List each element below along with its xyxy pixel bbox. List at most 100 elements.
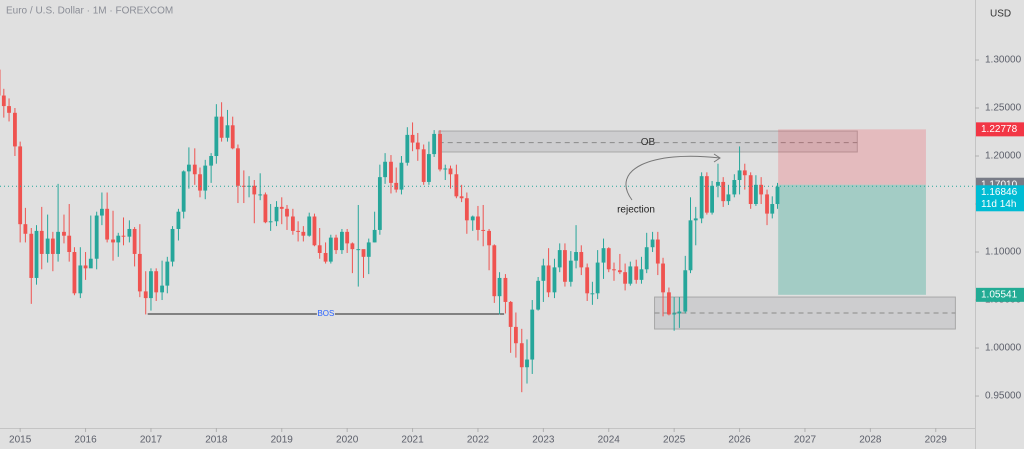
candle-body [487,230,491,246]
candle-body [214,116,219,157]
candle-body [470,216,475,221]
candle-body [301,231,306,236]
candle-body [143,291,148,299]
candle-body [677,311,682,314]
candle-body [606,248,611,270]
candle-body [650,239,655,248]
rejection-label: rejection [617,205,655,216]
x-tick-label: 2027 [794,435,817,446]
candle-body [438,133,442,170]
candle-body [279,206,284,209]
candle-body [13,112,17,147]
candle-body [328,237,333,262]
candle-body [323,252,328,262]
candle-body [579,252,584,268]
last-price-bg [976,185,1024,212]
y-tick-label: 1.20000 [985,151,1022,162]
candle-body [1,95,6,107]
x-tick-label: 2023 [532,435,555,446]
candle-body [383,161,387,178]
x-tick-label: 2015 [9,435,32,446]
candle-body [225,125,230,138]
candle-body [176,211,181,229]
candle-body [121,235,126,237]
candle-body [236,148,240,186]
candle-body [661,263,665,293]
candle-body [628,266,633,284]
candle-body [274,206,279,222]
x-tick-label: 2028 [859,435,882,446]
y-tick-label: 1.10000 [985,247,1022,258]
candle-body [721,181,726,202]
candle-body [693,218,698,221]
candle-body [563,250,567,282]
candle-body [317,245,322,253]
candle-body [377,177,382,230]
candle-body [100,208,104,216]
candle-body [296,230,301,232]
candle-body [39,230,44,254]
candle-body [268,221,273,223]
candle-body [50,238,55,254]
candle-body [513,326,518,344]
candle-body [334,237,338,251]
candle-body [170,228,175,262]
candle-body [464,198,469,221]
candle-body [497,277,502,297]
candle-body [732,180,737,195]
target-price-label: 1.05541 [981,289,1018,300]
candle-body [198,174,202,191]
x-tick-label: 2020 [336,435,359,446]
candle-body [415,142,420,150]
candle-body [595,262,600,294]
candle-body [105,208,110,240]
candle-body [536,280,541,310]
candle-body [546,265,551,293]
candle-body [770,204,775,214]
candle-body [530,309,535,360]
candle-body [421,149,426,182]
x-tick-label: 2022 [467,435,490,446]
candle-body [137,253,142,292]
candle-body [209,156,214,166]
currency: USD [990,9,1011,20]
candle-body [88,258,93,269]
candle-body [519,343,524,368]
candle-body [94,215,99,259]
candle-body [230,125,235,149]
candle-body [340,231,344,251]
candle-body [372,229,377,243]
candle-body [508,301,513,327]
candle-body [585,267,590,294]
candle-body [83,265,88,269]
x-tick-label: 2019 [271,435,294,446]
candle-body [775,186,780,205]
bos-label: BOS [317,309,334,318]
candle-body [361,249,366,257]
x-tick-label: 2018 [205,435,228,446]
candle-body [56,231,60,254]
candle-body [350,243,355,250]
countdown-label: 11d 14h [981,199,1016,210]
bos-label-bg [316,308,335,321]
candle-body [258,194,263,196]
candle-body [165,261,170,286]
candle-body [481,229,486,231]
candle-body [154,271,159,293]
candle-body [503,277,508,302]
zone [654,296,956,330]
candle-body [655,239,660,264]
candle-body [29,233,34,278]
candle-body [116,235,121,243]
candle-body [765,194,769,214]
x-tick-label: 2021 [401,435,424,446]
candle-body [710,185,714,213]
candle-body [672,313,677,315]
candle-body [18,146,23,225]
x-tick-label: 2017 [140,435,163,446]
candle-body [23,224,28,234]
x-tick-label: 2025 [663,435,686,446]
candle-body [552,267,557,293]
candle-body [312,216,317,246]
